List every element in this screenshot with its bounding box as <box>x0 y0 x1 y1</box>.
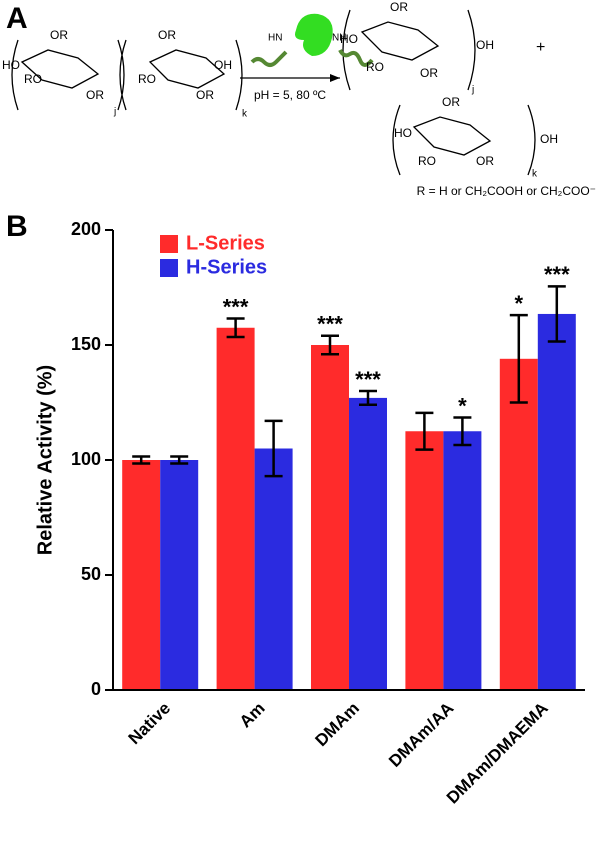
index: k <box>532 169 538 180</box>
significance: * <box>458 393 467 418</box>
error-bar <box>359 389 377 407</box>
y-tick-label: 100 <box>71 449 101 469</box>
legend-swatch <box>160 259 178 277</box>
bar <box>122 460 161 690</box>
ring <box>412 116 492 156</box>
error-bar <box>547 285 566 343</box>
error-bar <box>170 455 189 465</box>
group: RO <box>418 154 436 168</box>
enzyme-group: HN <box>268 33 282 44</box>
condition: pH = 5, 80 ºC <box>254 88 326 102</box>
bar <box>405 431 444 690</box>
enzyme <box>295 13 333 56</box>
significance: *** <box>223 294 249 319</box>
legend-swatch <box>160 235 178 253</box>
y-axis-label: Relative Activity (%) <box>34 365 56 555</box>
x-tick-label: DMAm <box>311 699 363 751</box>
index: j <box>113 107 116 118</box>
error-bar <box>509 313 528 404</box>
y-tick-label: 150 <box>71 334 101 354</box>
x-tick-label: Am <box>236 699 269 732</box>
group: OR <box>476 154 494 168</box>
x-tick-label: DMAm/AA <box>385 699 457 771</box>
panel-label: A <box>6 2 28 35</box>
enzyme-group: NH <box>332 33 346 44</box>
scheme <box>11 9 536 176</box>
group: HO <box>340 32 358 46</box>
y-tick-label: 50 <box>81 564 101 584</box>
y-tick-label: 0 <box>91 679 101 699</box>
group: OH <box>540 132 558 146</box>
bar <box>254 448 293 690</box>
significance: *** <box>544 262 570 287</box>
bar <box>499 358 538 690</box>
group: OR <box>50 28 68 42</box>
group: RO <box>366 60 384 74</box>
significance: *** <box>317 312 343 337</box>
index: j <box>471 85 474 96</box>
group: OH <box>476 38 494 52</box>
group: HO <box>394 126 412 140</box>
group: OH <box>214 58 232 72</box>
panel-label: B <box>6 210 28 243</box>
ring <box>148 49 226 89</box>
bar <box>216 327 255 690</box>
arrowhead <box>330 74 340 82</box>
index: k <box>242 109 248 120</box>
bar <box>537 313 576 690</box>
bar <box>349 397 387 690</box>
error-bar <box>321 334 339 356</box>
group: OR <box>86 88 104 102</box>
group: RO <box>24 72 42 86</box>
x-tick-label: DMAm/DMAEMA <box>443 699 552 808</box>
error-bar <box>132 455 151 465</box>
significance: *** <box>355 367 381 392</box>
group: OR <box>442 95 460 109</box>
significance: * <box>515 291 524 316</box>
group: OR <box>158 28 176 42</box>
bar <box>311 345 349 690</box>
error-bar <box>226 317 245 339</box>
plus: + <box>536 39 545 56</box>
legend-label: H-Series <box>186 256 267 278</box>
group: OR <box>390 0 408 14</box>
group: HO <box>2 58 20 72</box>
x-tick-label: Native <box>125 699 175 749</box>
group: RO <box>138 72 156 86</box>
bracket <box>342 9 536 176</box>
y-tick-label: 200 <box>71 219 101 239</box>
r-definition: R = H or CH₂COOH or CH₂COO⁻ <box>417 184 596 198</box>
ring <box>20 49 100 89</box>
polymer <box>250 49 374 67</box>
group: OR <box>420 66 438 80</box>
ring <box>360 21 440 61</box>
error-bar <box>453 416 472 447</box>
error-bar <box>415 411 434 451</box>
bar <box>160 460 199 690</box>
error-bar <box>264 419 283 478</box>
bar <box>443 431 482 690</box>
bracket <box>11 39 243 111</box>
group: OR <box>196 88 214 102</box>
legend-label: L-Series <box>186 232 265 254</box>
